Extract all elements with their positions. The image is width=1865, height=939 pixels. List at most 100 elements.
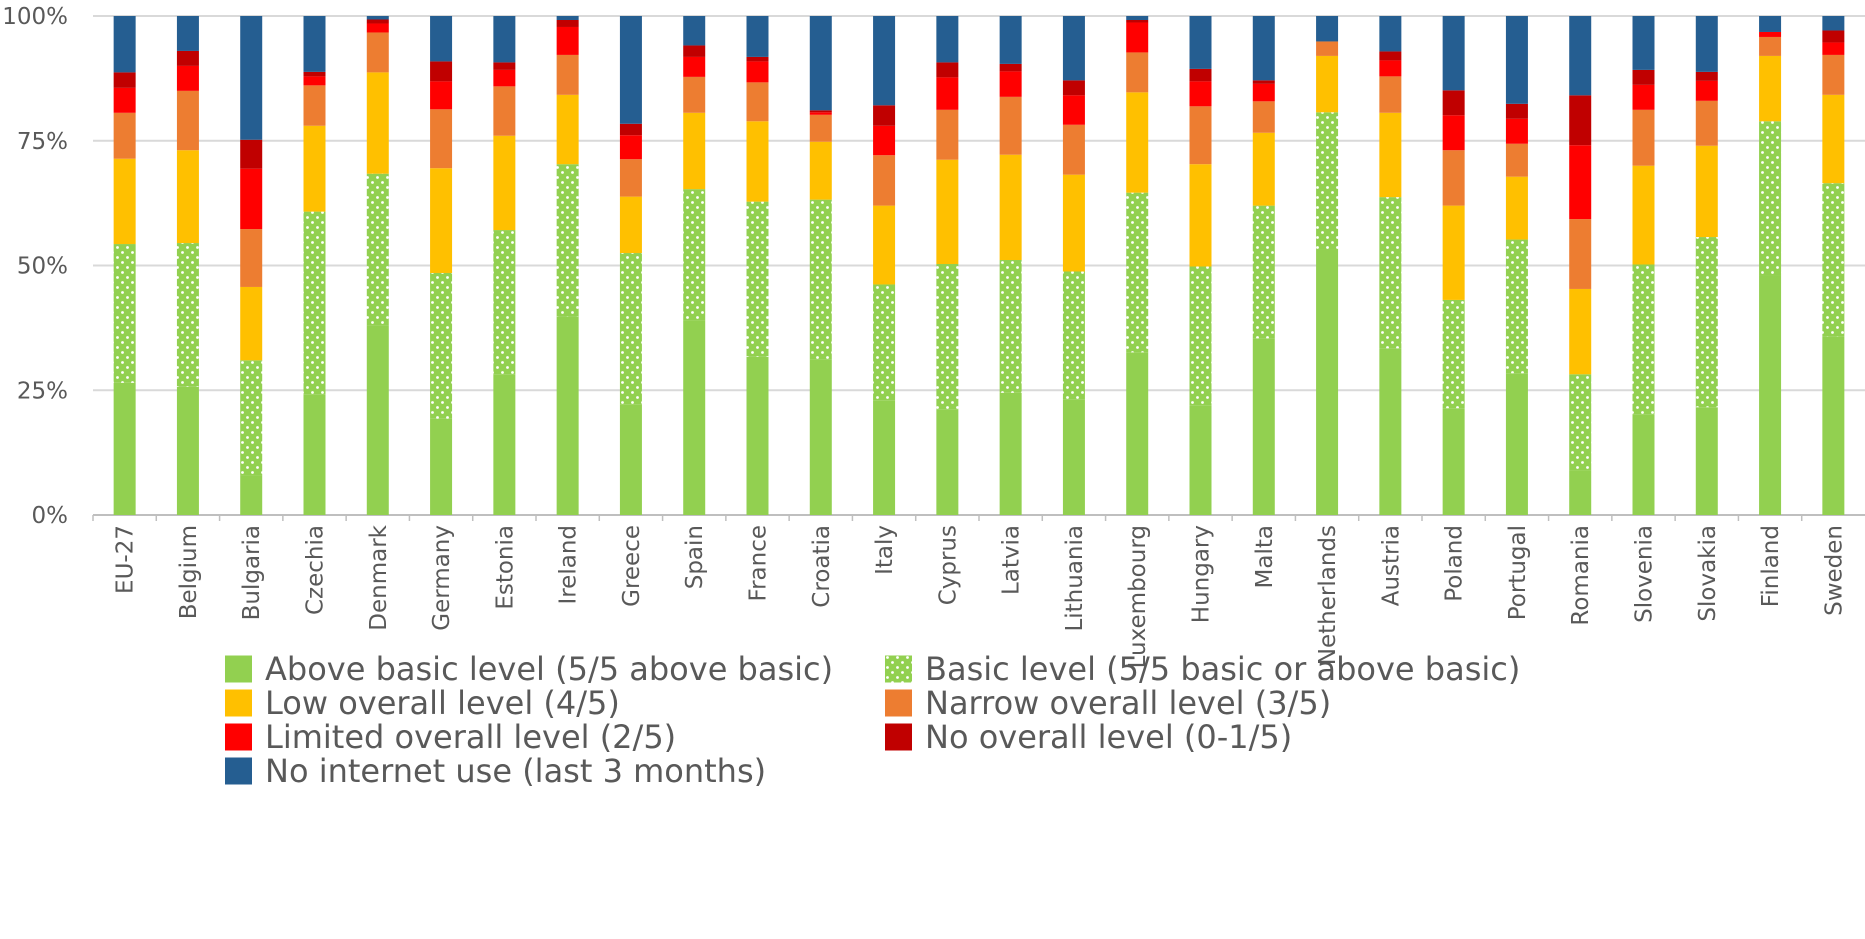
bar-germany <box>430 16 453 515</box>
bar-segment <box>1569 219 1592 289</box>
bar-segment <box>1379 76 1402 113</box>
bar-segment <box>1062 271 1085 400</box>
bar-segment <box>1759 16 1782 32</box>
bar-segment <box>1442 299 1465 409</box>
x-tick-label: Croatia <box>809 525 835 608</box>
bar-segment <box>1316 16 1339 42</box>
bar-segment <box>1632 414 1655 515</box>
bar-segment <box>1126 92 1149 193</box>
bar-segment <box>430 16 453 62</box>
bar-segment <box>1505 176 1528 240</box>
bar-segment <box>303 125 326 212</box>
bar-segment <box>240 475 263 515</box>
bar-segment <box>1062 80 1085 96</box>
x-tick-label: Hungary <box>1189 525 1215 623</box>
bar-segment <box>746 61 769 83</box>
bar-luxembourg <box>1126 16 1149 515</box>
bar-segment <box>619 253 642 405</box>
bar-segment <box>873 400 896 515</box>
bar-segment <box>1252 16 1275 81</box>
bar-segment <box>366 32 389 73</box>
bar-segment <box>430 418 453 515</box>
x-tick-label: Sweden <box>1821 525 1847 616</box>
bar-segment <box>240 16 263 140</box>
legend-label: Low overall level (4/5) <box>265 684 620 722</box>
x-tick-label: Germany <box>429 525 455 631</box>
bar-segment <box>303 394 326 515</box>
bar-romania <box>1569 16 1592 515</box>
bar-segment <box>809 141 832 200</box>
bar-segment <box>809 199 832 360</box>
legend-swatch <box>885 689 912 717</box>
bar-segment <box>1822 30 1845 43</box>
x-tick-label: Poland <box>1442 525 1468 602</box>
bar-segment <box>1569 374 1592 471</box>
legend-swatch <box>225 655 252 683</box>
legend-swatch <box>885 655 912 683</box>
bar-segment <box>1632 165 1655 265</box>
x-tick-label: Netherlands <box>1315 525 1341 665</box>
bar-segment <box>113 16 136 73</box>
bar-segment <box>1822 183 1845 337</box>
bar-segment <box>999 63 1022 72</box>
bar-segment <box>936 109 959 160</box>
bar-segment <box>936 409 959 515</box>
bar-segment <box>240 168 263 230</box>
bar-segment <box>556 16 579 20</box>
bar-segment <box>936 62 959 78</box>
bar-greece <box>619 16 642 515</box>
bar-segment <box>1695 237 1718 408</box>
bar-segment <box>1822 42 1845 55</box>
bar-segment <box>303 71 326 77</box>
bar-segment <box>1379 51 1402 61</box>
bar-segment <box>1442 205 1465 300</box>
x-tick-label: Denmark <box>366 524 392 630</box>
y-tick-label: 100% <box>2 4 68 30</box>
bar-hungary <box>1189 16 1212 515</box>
bar-segment <box>303 211 326 395</box>
bar-segment <box>240 360 263 476</box>
legend-item-limited-overall-level-2-5: Limited overall level (2/5) <box>225 718 676 756</box>
bar-bulgaria <box>240 16 263 515</box>
bar-segment <box>430 272 453 419</box>
bar-segment <box>493 62 516 70</box>
bar-segment <box>873 125 896 156</box>
axes: 0% 25% 50% 75% 100% EU-27 Belgium Bulgaria Czech… <box>2 4 1847 668</box>
bar-segment <box>493 230 516 375</box>
bar-segment <box>240 286 263 361</box>
legend-item-basic-level-5-5-basic-or-above-basic: Basic level (5/5 basic or above basic) <box>885 650 1520 688</box>
bar-segment <box>1126 192 1149 353</box>
bar-segment <box>1505 373 1528 515</box>
bar-segment <box>1252 80 1275 84</box>
bar-segment <box>240 139 263 169</box>
bar-segment <box>1442 408 1465 515</box>
bar-segment <box>556 19 579 27</box>
bar-lithuania <box>1062 16 1085 515</box>
bar-segment <box>619 159 642 197</box>
legend: Above basic level (5/5 above basic) Basic… <box>225 650 1520 790</box>
legend-swatch <box>885 723 912 751</box>
x-tick-label: Latvia <box>999 525 1025 595</box>
x-tick-label: France <box>746 525 772 601</box>
bar-segment <box>176 243 199 387</box>
legend-item-no-internet-use-last-3-months: No internet use (last 3 months) <box>225 752 766 790</box>
legend-swatch <box>225 757 252 785</box>
bar-segment <box>113 382 136 515</box>
legend-item-narrow-overall-level-3-5: Narrow overall level (3/5) <box>885 684 1331 722</box>
bar-segment <box>1189 266 1212 406</box>
bar-france <box>746 16 769 515</box>
y-tick-label: 75% <box>17 129 68 155</box>
bar-segment <box>1505 118 1528 144</box>
bar-segment <box>1505 143 1528 177</box>
bar-segment <box>240 229 263 287</box>
bar-segment <box>1632 109 1655 166</box>
x-tick-label: Portugal <box>1505 525 1531 620</box>
bar-segment <box>999 16 1022 64</box>
bar-segment <box>1822 54 1845 95</box>
x-tick-label: Luxembourg <box>1125 525 1151 668</box>
bar-segment <box>1695 71 1718 81</box>
bar-segment <box>1442 90 1465 116</box>
bar-segment <box>113 112 136 159</box>
bar-segment <box>1316 41 1339 56</box>
